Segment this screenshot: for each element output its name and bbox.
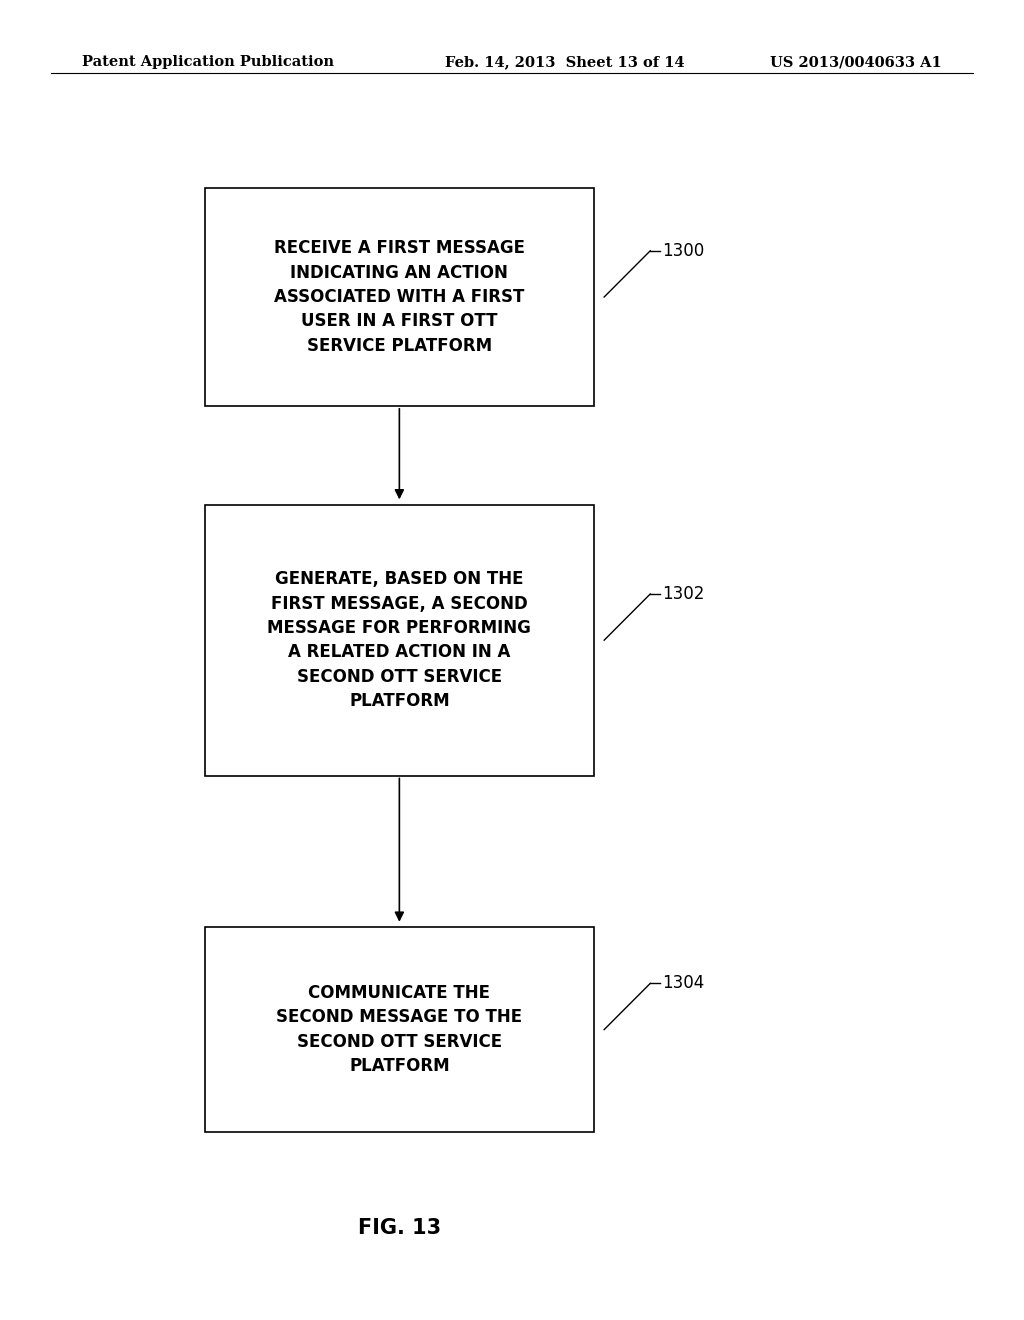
Text: US 2013/0040633 A1: US 2013/0040633 A1 — [770, 55, 942, 70]
Point — [644, 975, 656, 991]
Bar — [205, 504, 594, 776]
Text: GENERATE, BASED ON THE
FIRST MESSAGE, A SECOND
MESSAGE FOR PERFORMING
A RELATED : GENERATE, BASED ON THE FIRST MESSAGE, A … — [267, 570, 531, 710]
Point — [598, 289, 610, 305]
Point — [644, 243, 656, 259]
Line: 2 pts: 2 pts — [604, 594, 650, 640]
Point — [654, 586, 667, 602]
Text: 1304: 1304 — [663, 974, 705, 993]
Text: FIG. 13: FIG. 13 — [357, 1217, 441, 1238]
Point — [644, 586, 656, 602]
Text: 1300: 1300 — [663, 242, 705, 260]
Bar — [205, 927, 594, 1131]
Point — [644, 975, 656, 991]
Line: 2 pts: 2 pts — [604, 251, 650, 297]
Text: COMMUNICATE THE
SECOND MESSAGE TO THE
SECOND OTT SERVICE
PLATFORM: COMMUNICATE THE SECOND MESSAGE TO THE SE… — [276, 985, 522, 1074]
Point — [598, 1022, 610, 1038]
Text: RECEIVE A FIRST MESSAGE
INDICATING AN ACTION
ASSOCIATED WITH A FIRST
USER IN A F: RECEIVE A FIRST MESSAGE INDICATING AN AC… — [273, 239, 525, 355]
Point — [654, 243, 667, 259]
Point — [654, 975, 667, 991]
Text: Feb. 14, 2013  Sheet 13 of 14: Feb. 14, 2013 Sheet 13 of 14 — [445, 55, 685, 70]
Point — [644, 243, 656, 259]
Point — [598, 632, 610, 648]
Bar — [205, 187, 594, 407]
Text: Patent Application Publication: Patent Application Publication — [82, 55, 334, 70]
Text: 1302: 1302 — [663, 585, 705, 603]
Line: 2 pts: 2 pts — [604, 983, 650, 1030]
Point — [644, 586, 656, 602]
